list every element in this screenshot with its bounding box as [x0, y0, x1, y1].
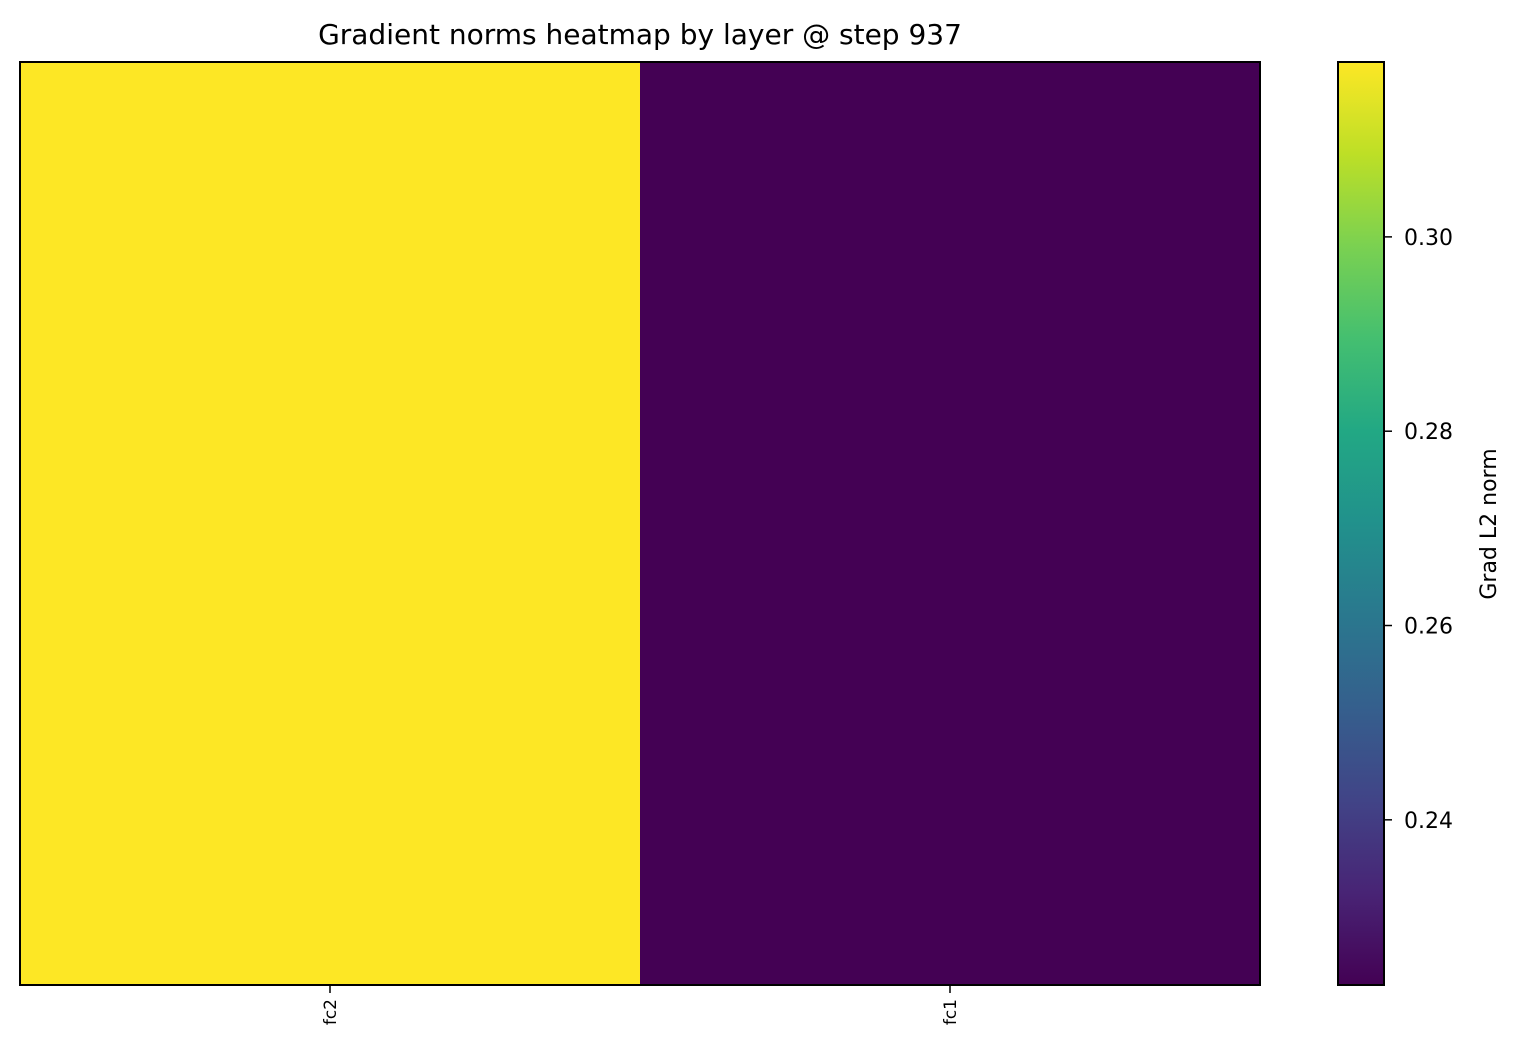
colorbar: [1337, 61, 1385, 986]
plot-frame: [19, 61, 1261, 986]
colorbar-tick-label: 0.24: [1404, 809, 1453, 834]
heatmap-cells: [20, 62, 1261, 985]
colorbar-ticks: 0.24 0.26 0.28 0.30: [1384, 226, 1453, 834]
x-axis-ticks: fc2 fc1: [321, 985, 961, 1025]
colorbar-tick-label: 0.28: [1404, 420, 1453, 445]
chart-title: Gradient norms heatmap by layer @ step 9…: [318, 18, 962, 51]
colorbar-tick-label: 0.30: [1404, 226, 1453, 251]
colorbar-tick-label: 0.26: [1404, 615, 1453, 640]
heatmap-cell-fc2: [20, 62, 641, 985]
heatmap-cell-fc1: [640, 62, 1261, 985]
colorbar-label: Grad L2 norm: [1477, 448, 1502, 599]
x-tick-label-fc2: fc2: [321, 999, 341, 1025]
x-tick-label-fc1: fc1: [941, 999, 961, 1025]
